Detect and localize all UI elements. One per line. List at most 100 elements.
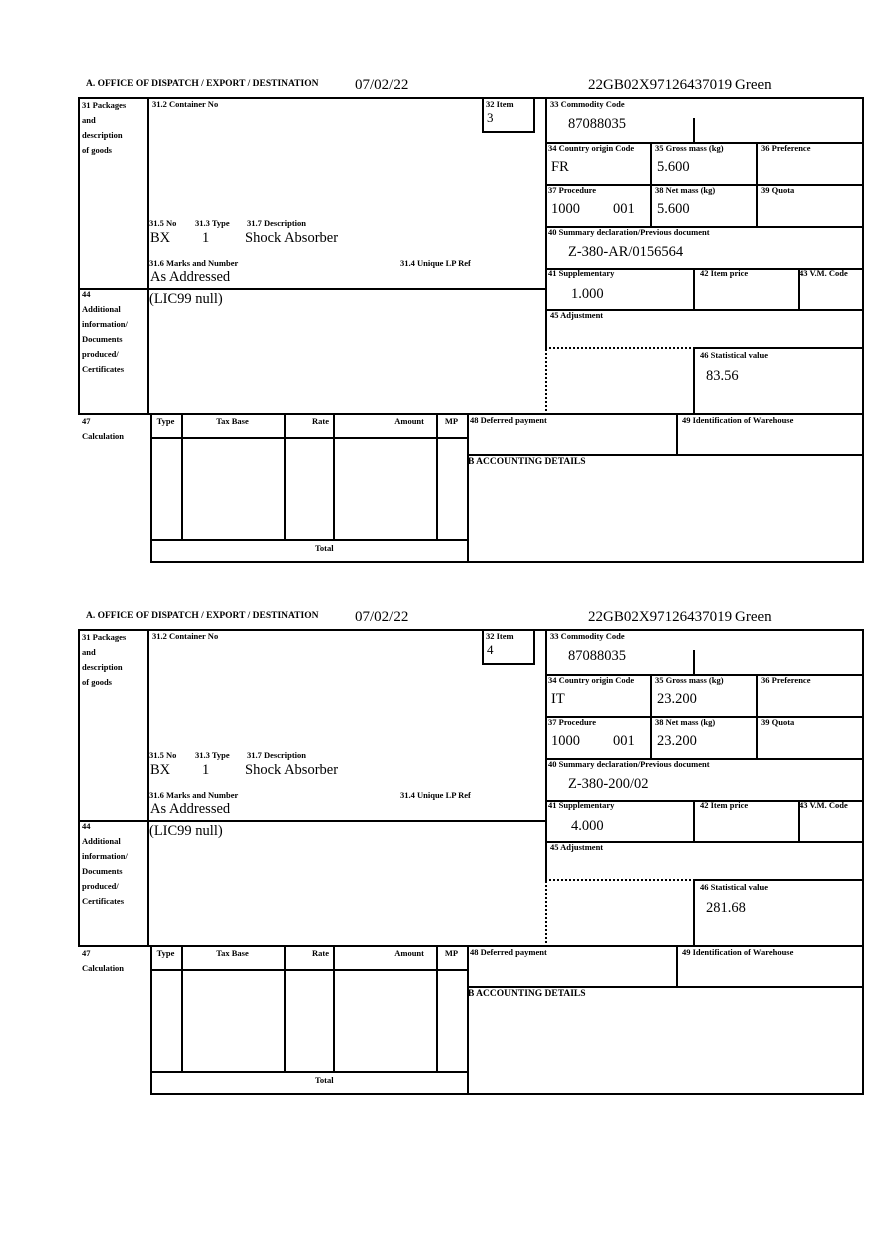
form-bottom-border	[150, 1093, 864, 1095]
country-origin-value: IT	[551, 691, 565, 707]
routing-status: Green	[735, 609, 772, 625]
package-no-label: 31.5 No	[149, 750, 177, 760]
package-type-label: 31.3 Type	[195, 750, 230, 760]
form-right-border	[862, 97, 864, 563]
calc-header-tax-base: Tax Base	[216, 948, 249, 958]
net-mass-value: 23.200	[657, 733, 697, 749]
box37-row-bottom	[545, 226, 864, 228]
office-of-dispatch-label: A. OFFICE OF DISPATCH / EXPORT / DESTINA…	[86, 79, 319, 89]
box44-label-line2: Additional	[82, 304, 121, 314]
box31-label-line3: description	[82, 662, 123, 672]
marks-value: As Addressed	[150, 269, 231, 285]
supplementary-value: 4.000	[571, 818, 604, 834]
gross-mass-value: 23.200	[657, 691, 697, 707]
label-column-divider	[147, 97, 149, 415]
item-label: 32 Item	[486, 631, 514, 641]
calc-table-left	[150, 945, 152, 1095]
vm-code-label: 43 V.M. Code	[799, 268, 848, 278]
form-bottom-border	[150, 561, 864, 563]
dotted-adjustment-bottom	[545, 879, 695, 881]
item-box-left	[482, 629, 484, 665]
supplementary-label: 41 Supplementary	[548, 268, 615, 278]
package-type-label: 31.3 Type	[195, 218, 230, 228]
procedure-label: 37 Procedure	[548, 717, 597, 727]
marks-label: 31.6 Marks and Number	[149, 790, 239, 800]
item-box-right	[533, 97, 535, 133]
commodity-code-value: 87088035	[568, 648, 626, 664]
box44-label-line6: Certificates	[82, 364, 125, 374]
statistical-value: 281.68	[706, 900, 746, 916]
form-top-border	[78, 629, 864, 631]
net-mass-label: 38 Net mass (kg)	[655, 717, 716, 727]
form-left-border	[78, 97, 80, 415]
calc-header-bottom	[150, 437, 469, 439]
package-no-value: BX	[150, 230, 171, 246]
box47-label-line2: Calculation	[82, 963, 125, 973]
calc-header-rate: Rate	[312, 948, 329, 958]
box31-label-line2: and	[82, 115, 96, 125]
marks-label: 31.6 Marks and Number	[149, 258, 239, 268]
supplementary-value: 1.000	[571, 286, 604, 302]
box41-row-bottom	[545, 841, 864, 843]
commodity-code-divider	[693, 650, 695, 676]
calc-col1-divider	[181, 945, 183, 1073]
net-mass-label: 38 Net mass (kg)	[655, 185, 716, 195]
box35-36-divider	[756, 142, 758, 228]
box47-label-line2: Calculation	[82, 431, 125, 441]
box47-label-line1: 47	[82, 416, 91, 426]
procedure-value-1: 1000	[551, 733, 580, 749]
adjustment-label: 45 Adjustment	[550, 842, 604, 852]
calc-header-type: Type	[156, 416, 175, 426]
item-price-label: 42 Item price	[700, 800, 749, 810]
gross-mass-label: 35 Gross mass (kg)	[655, 675, 724, 685]
vm-code-label: 43 V.M. Code	[799, 800, 848, 810]
declaration-date: 07/02/22	[355, 609, 409, 625]
calc-header-rate: Rate	[312, 416, 329, 426]
box47-top	[78, 945, 864, 947]
statistical-value-label: 46 Statistical value	[700, 882, 768, 892]
statistical-value-label: 46 Statistical value	[700, 350, 768, 360]
box44-label-line1: 44	[82, 821, 91, 831]
unique-lp-ref-label: 31.4 Unique LP Ref	[400, 790, 471, 800]
procedure-value-1: 1000	[551, 201, 580, 217]
label-column-divider	[147, 629, 149, 947]
box44-top	[78, 288, 547, 290]
item-box-right	[533, 629, 535, 665]
goods-description-value: Shock Absorber	[245, 230, 339, 246]
box48-49-divider	[676, 945, 678, 988]
calc-col3-divider	[333, 945, 335, 1073]
form-right-border	[862, 629, 864, 1095]
box44-label-line5: produced/	[82, 881, 119, 891]
box33-bottom	[545, 142, 864, 144]
calc-header-type: Type	[156, 948, 175, 958]
box44-label-line4: Documents	[82, 866, 123, 876]
accounting-details-label: B ACCOUNTING DETAILS	[468, 457, 586, 467]
box41-42-divider	[693, 800, 695, 843]
box44-label-line1: 44	[82, 289, 91, 299]
previous-document-label: 40 Summary declaration/Previous document	[548, 759, 710, 769]
calc-col1-divider	[181, 413, 183, 541]
additional-information-value: (LIC99 null)	[149, 823, 223, 839]
item-price-label: 42 Item price	[700, 268, 749, 278]
box42-43-divider	[798, 800, 800, 843]
package-no-label: 31.5 No	[149, 218, 177, 228]
box46-top	[693, 879, 864, 881]
preference-label: 36 Preference	[761, 143, 811, 153]
commodity-code-label: 33 Commodity Code	[550, 99, 625, 109]
center-divider	[545, 629, 547, 881]
declaration-item-3: A. OFFICE OF DISPATCH / EXPORT / DESTINA…	[78, 77, 864, 564]
procedure-value-2: 001	[613, 201, 635, 217]
office-of-dispatch-label: A. OFFICE OF DISPATCH / EXPORT / DESTINA…	[86, 611, 319, 621]
box33-bottom	[545, 674, 864, 676]
box31-label-line1: 31 Packages	[82, 100, 127, 110]
previous-document-label: 40 Summary declaration/Previous document	[548, 227, 710, 237]
box34-row-bottom	[545, 716, 864, 718]
country-origin-label: 34 Country origin Code	[548, 143, 635, 153]
warehouse-id-label: 49 Identification of Warehouse	[682, 415, 794, 425]
center-divider	[545, 97, 547, 349]
box44-label-line3: information/	[82, 319, 128, 329]
box41-42-divider	[693, 268, 695, 311]
box31-label-line2: and	[82, 647, 96, 657]
box47-label-line1: 47	[82, 948, 91, 958]
mrn-value: 22GB02X97126437019	[588, 77, 733, 93]
